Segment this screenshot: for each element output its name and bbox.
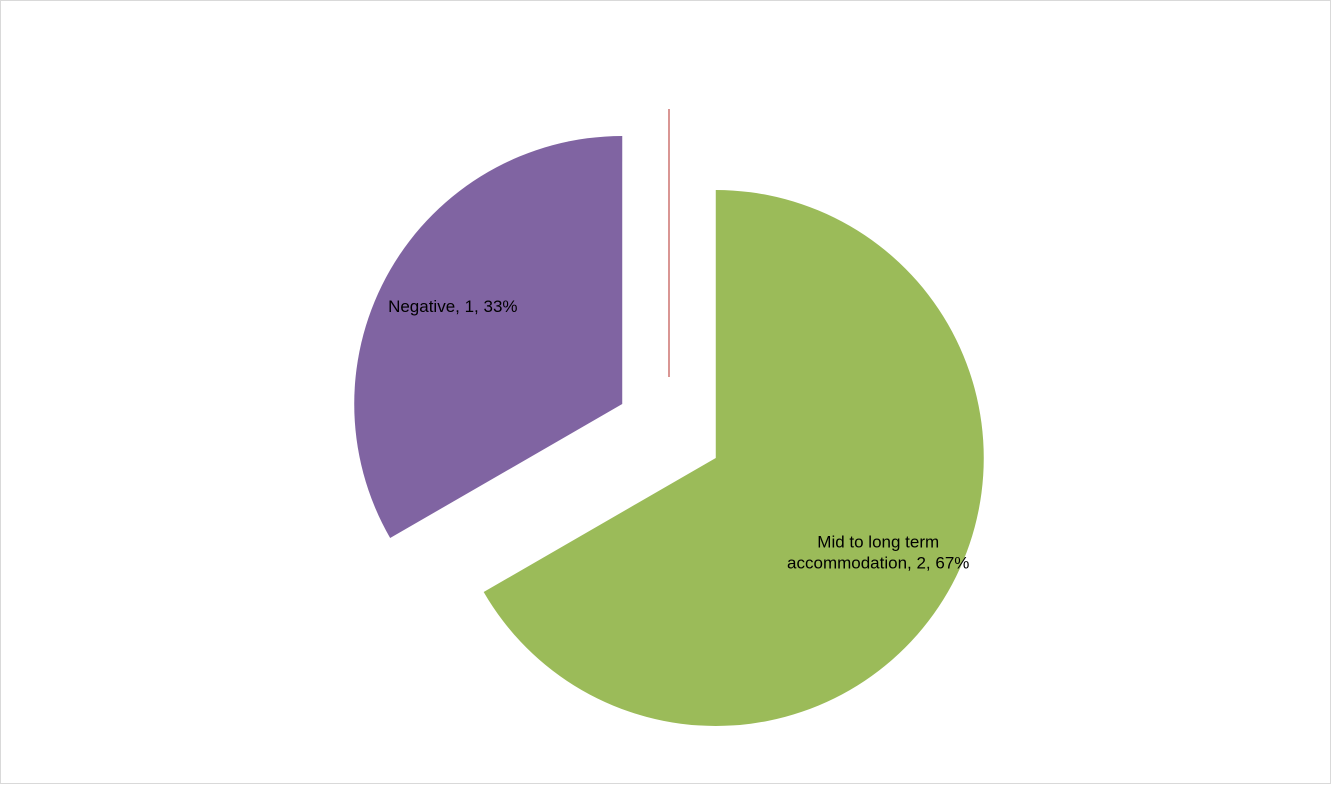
data-label: Mid to long term accommodation, 2, 67% xyxy=(787,532,969,572)
data-label-line: accommodation, 2, 67% xyxy=(787,553,969,572)
data-label-line: Negative, 1, 33% xyxy=(388,297,517,316)
data-label-line: Mid to long term xyxy=(817,532,939,551)
pie-slice-negative xyxy=(354,136,623,538)
data-label: Negative, 1, 33% xyxy=(388,297,517,316)
pie-slice-mid-to-long-term-accommodation xyxy=(483,190,984,726)
